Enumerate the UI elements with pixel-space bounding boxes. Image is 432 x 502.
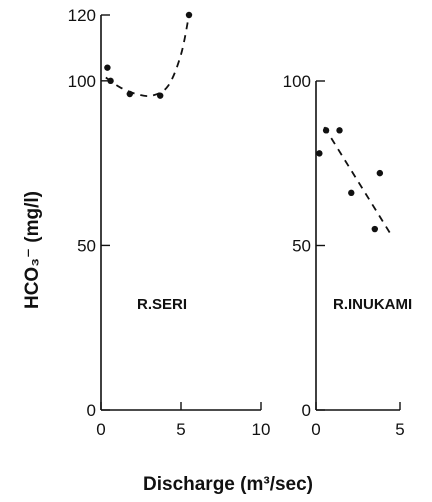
panel-label-r-seri: R.SERI: [137, 296, 187, 313]
data-point: [322, 127, 330, 134]
data-point: [157, 92, 164, 99]
data-point: [348, 189, 355, 197]
y-tick-label: 100: [68, 72, 96, 91]
panel-r-seri: 0 50 100 120 0 5 10 R.SERI: [68, 6, 271, 439]
y-tick-label: 0: [87, 401, 96, 420]
y-tick-label: 0: [302, 401, 311, 420]
x-tick-label: 0: [311, 420, 320, 439]
data-point: [107, 77, 114, 85]
data-point: [336, 127, 343, 134]
y-tick-label: 50: [77, 236, 96, 255]
x-tick-label: 0: [96, 420, 105, 439]
y-tick-label: 120: [68, 6, 96, 25]
y-axis-title: HCO₃⁻ (mg/l): [22, 191, 43, 309]
x-tick-label: 10: [252, 420, 271, 439]
panel-label-r-inukami: R.INUKAMI: [333, 296, 412, 313]
x-axis-title: Discharge (m³/sec): [143, 474, 313, 495]
data-point: [376, 169, 384, 177]
data-point: [316, 150, 323, 157]
data-point: [126, 90, 133, 98]
data-point: [185, 11, 193, 19]
x-tick-label: 5: [395, 420, 404, 439]
fit-line-r-seri: [105, 14, 190, 98]
panel-r-inukami: 0 50 100 0 5 R.INUKAMI: [283, 72, 413, 439]
data-point: [371, 225, 378, 233]
data-point: [104, 64, 111, 71]
fit-line-r-inukami: [323, 126, 393, 237]
x-tick-label: 5: [176, 420, 185, 439]
y-tick-label: 100: [283, 72, 311, 91]
y-tick-label: 50: [292, 237, 311, 256]
